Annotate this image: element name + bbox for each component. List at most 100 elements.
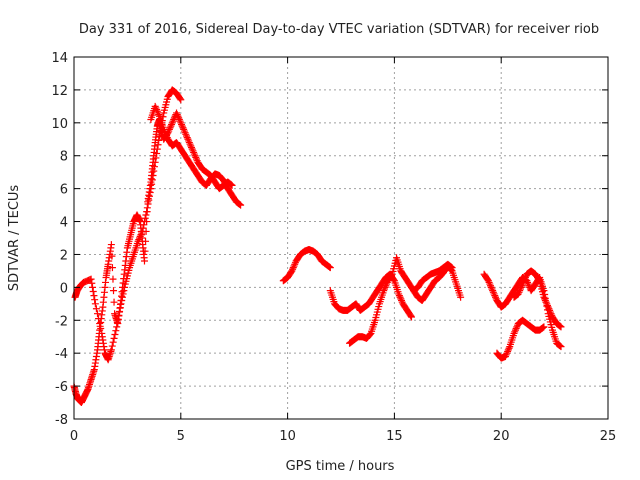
data-point	[184, 135, 192, 143]
data-point	[176, 117, 184, 125]
data-point	[152, 154, 160, 162]
data-point	[521, 275, 529, 283]
data-point	[546, 306, 554, 314]
data-point	[546, 308, 554, 316]
y-tick-label: 12	[51, 84, 68, 99]
data-point	[90, 292, 98, 300]
data-point	[109, 338, 117, 346]
data-point	[146, 188, 154, 196]
data-point	[108, 342, 116, 350]
data-point	[154, 141, 162, 149]
x-tick-label: 25	[600, 429, 617, 444]
data-point	[166, 124, 174, 132]
data-point	[137, 231, 145, 239]
y-tick-label: -4	[55, 347, 68, 362]
data-points-layer	[70, 86, 565, 407]
data-point	[448, 264, 456, 272]
y-tick-label: 8	[60, 150, 68, 165]
data-point	[540, 293, 548, 301]
data-point	[93, 310, 101, 318]
data-point	[155, 136, 163, 144]
data-point	[113, 323, 121, 331]
data-point	[187, 142, 195, 150]
data-point	[117, 300, 125, 308]
x-tick-label: 0	[70, 429, 78, 444]
data-point	[116, 307, 124, 315]
data-point	[291, 260, 299, 268]
data-point	[489, 288, 497, 296]
data-point	[118, 293, 126, 301]
data-point	[543, 300, 551, 308]
data-point	[289, 264, 297, 272]
data-point	[485, 278, 493, 286]
data-point	[490, 290, 498, 298]
data-point	[148, 176, 156, 184]
y-tick-label: 4	[60, 216, 68, 231]
data-point	[89, 287, 97, 295]
data-point	[540, 323, 548, 331]
data-point	[513, 323, 521, 331]
data-point	[380, 287, 388, 295]
data-point	[185, 139, 193, 147]
data-point	[182, 130, 190, 138]
data-point	[143, 208, 151, 216]
data-point	[134, 237, 142, 245]
data-point	[179, 124, 187, 132]
data-point	[383, 280, 391, 288]
data-point	[152, 104, 160, 112]
data-point	[140, 221, 148, 229]
data-point	[165, 125, 173, 133]
data-point	[381, 283, 389, 291]
data-point	[140, 218, 148, 226]
data-point	[395, 292, 403, 300]
y-tick-label: -6	[55, 380, 68, 395]
data-point	[180, 125, 188, 133]
data-point	[96, 320, 104, 328]
data-point	[151, 102, 159, 110]
data-point	[136, 234, 144, 242]
y-tick-label: 14	[51, 51, 68, 66]
data-point	[174, 112, 182, 120]
y-tick-label: -2	[55, 314, 68, 329]
data-point	[396, 293, 404, 301]
data-point	[520, 277, 528, 285]
data-point	[519, 278, 527, 286]
data-point	[150, 163, 158, 171]
data-point	[183, 134, 191, 142]
data-point	[187, 144, 195, 151]
y-tick-label: -8	[55, 413, 68, 428]
data-point	[165, 127, 173, 135]
data-point	[535, 276, 543, 284]
data-point	[167, 122, 175, 130]
data-point	[366, 330, 374, 338]
data-point	[113, 319, 121, 327]
data-point	[192, 155, 200, 163]
data-point	[543, 301, 551, 309]
plot-frame	[73, 56, 609, 420]
data-point	[97, 325, 105, 332]
data-point	[177, 96, 185, 104]
data-point	[91, 300, 99, 308]
data-point	[557, 323, 565, 331]
data-point	[237, 201, 245, 209]
data-point	[516, 287, 524, 295]
data-point	[510, 329, 518, 337]
data-point	[516, 285, 524, 293]
data-point	[91, 296, 99, 304]
data-point	[188, 145, 196, 153]
data-point	[521, 273, 529, 281]
data-point	[518, 282, 526, 290]
data-point	[492, 293, 500, 301]
data-point	[186, 140, 194, 148]
data-point	[108, 264, 116, 272]
data-point	[511, 328, 519, 336]
data-point	[544, 303, 552, 311]
data-point	[175, 116, 183, 124]
data-point	[153, 107, 161, 115]
data-point	[151, 158, 159, 166]
data-point	[155, 111, 163, 119]
data-point	[547, 310, 555, 318]
data-point	[153, 106, 161, 114]
data-point	[178, 120, 186, 128]
